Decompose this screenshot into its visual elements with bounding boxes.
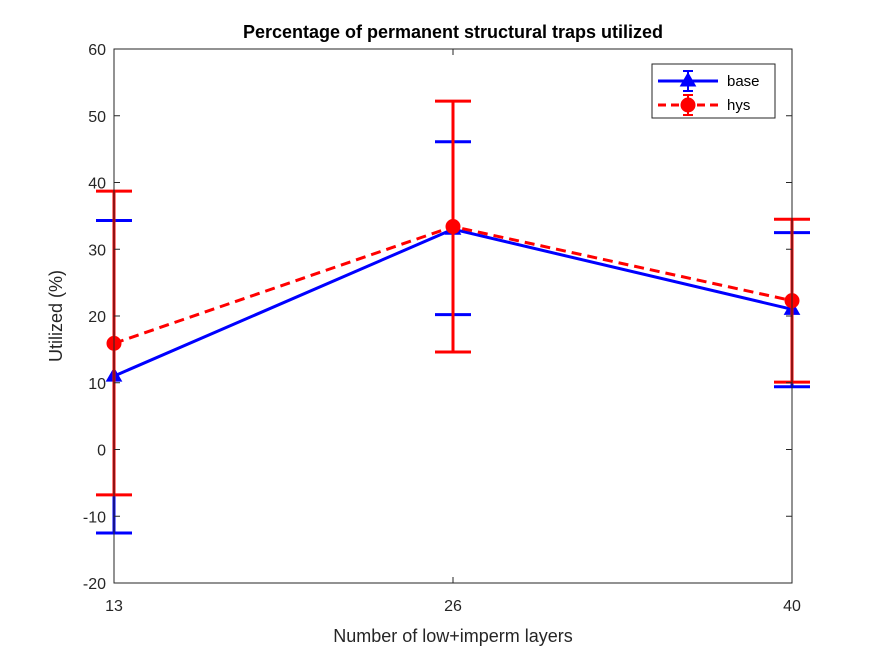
y-tick-label: 0 <box>97 443 106 460</box>
x-axis-label: Number of low+imperm layers <box>333 626 573 646</box>
legend-marker-base <box>679 71 697 87</box>
y-tick-label: 60 <box>88 42 106 59</box>
y-tick-label: 30 <box>88 242 106 259</box>
x-tick-label: 13 <box>105 598 123 615</box>
legend-marker-hys <box>680 97 696 113</box>
legend: base hys <box>651 63 776 119</box>
y-tick-label: 20 <box>88 309 106 326</box>
legend-label-base: base <box>727 73 760 90</box>
y-axis-label: Utilized (%) <box>46 270 66 362</box>
chart-title: Percentage of permanent structural traps… <box>243 22 663 42</box>
data-point-hys <box>445 219 461 235</box>
legend-box <box>651 63 776 119</box>
x-tick-label: 40 <box>783 598 801 615</box>
axes-layer: -20 -10 0 10 20 30 40 50 60 13 26 40 <box>83 42 801 615</box>
legend-label-hys: hys <box>727 97 750 114</box>
y-tick-label: 50 <box>88 109 106 126</box>
y-tick-label: -10 <box>83 509 106 526</box>
y-tick-label: 10 <box>88 376 106 393</box>
y-tick-label: -20 <box>83 576 106 593</box>
x-tick-label: 26 <box>444 598 462 615</box>
y-tick-label: 40 <box>88 176 106 193</box>
legend-items: base hys <box>658 70 760 116</box>
